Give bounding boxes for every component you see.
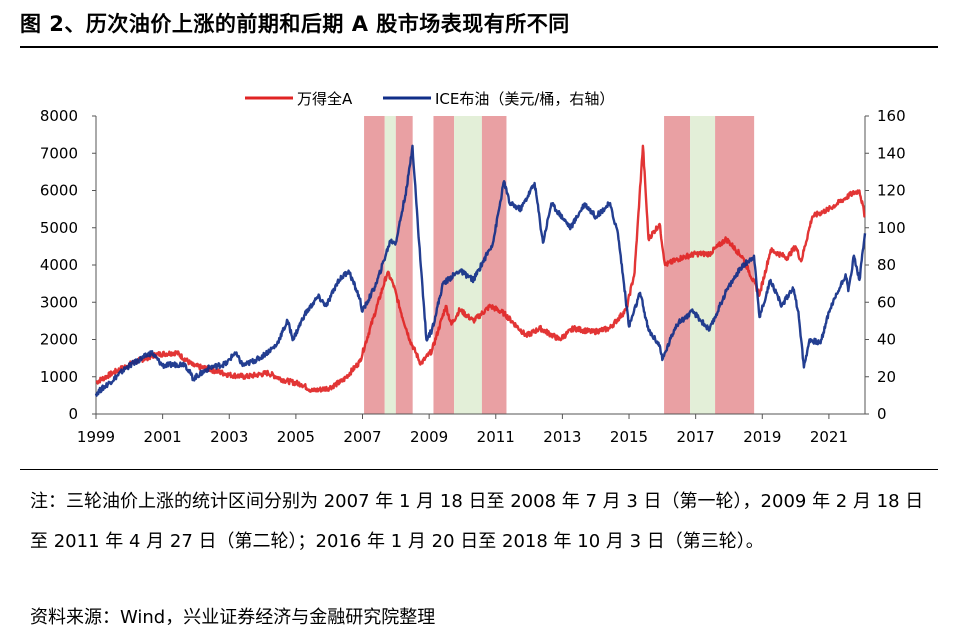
y-left-tick-label: 1000 <box>40 368 78 386</box>
band-3-phase-2 <box>690 116 716 414</box>
legend-label-2: ICE布油（美元/桶，右轴） <box>435 90 614 108</box>
y-left-tick-label: 4000 <box>40 256 78 274</box>
y-left-tick-label: 3000 <box>40 293 78 311</box>
x-tick-label: 2021 <box>810 428 848 446</box>
y-left-tick-label: 6000 <box>40 182 78 200</box>
x-tick-label: 2005 <box>277 428 315 446</box>
y-right-tick-label: 140 <box>877 144 906 162</box>
chart-legend: 万得全A ICE布油（美元/桶，右轴） <box>245 90 614 108</box>
y-left-tick-label: 0 <box>68 405 78 423</box>
x-tick-label: 2013 <box>543 428 581 446</box>
band-2-phase-3 <box>481 116 507 414</box>
x-tick-label: 1999 <box>77 428 115 446</box>
tick-labels: 1999 2001 2003 2005 2007 2009 2011 2013 2015 2017… <box>40 107 906 446</box>
y-right-tick-label: 60 <box>877 293 896 311</box>
x-tick-label: 2007 <box>343 428 381 446</box>
chart-note: 注：三轮油价上涨的统计区间分别为 2007 年 1 月 18 日至 2008 年… <box>30 491 924 552</box>
y-right-tick-label: 120 <box>877 182 906 200</box>
y-right-tick-label: 40 <box>877 331 896 349</box>
band-1-phase-1 <box>364 116 385 414</box>
y-right-tick-label: 100 <box>877 219 906 237</box>
oil-rally-bands <box>364 116 755 414</box>
x-tick-label: 2017 <box>677 428 715 446</box>
title-divider <box>20 46 938 48</box>
x-tick-label: 2001 <box>144 428 182 446</box>
y-left-tick-label: 7000 <box>40 144 78 162</box>
series-line-2 <box>94 144 867 397</box>
y-left-tick-label: 5000 <box>40 219 78 237</box>
x-tick-label: 2009 <box>410 428 448 446</box>
y-right-tick-label: 160 <box>877 107 906 125</box>
band-2-phase-1 <box>433 116 455 414</box>
y-right-tick-label: 0 <box>877 405 887 423</box>
band-1-phase-2 <box>384 116 396 414</box>
x-tick-label: 2019 <box>743 428 781 446</box>
price-chart: 1999 2001 2003 2005 2007 2009 2011 2013 2015 2017… <box>40 90 906 446</box>
y-left-tick-label: 8000 <box>40 107 78 125</box>
data-source: 资料来源：Wind，兴业证券经济与金融研究院整理 <box>30 607 436 628</box>
x-tick-label: 2003 <box>210 428 248 446</box>
series-line-1 <box>95 144 866 393</box>
y-right-tick-label: 20 <box>877 368 896 386</box>
band-2-phase-2 <box>454 116 482 414</box>
x-tick-label: 2011 <box>477 428 515 446</box>
y-left-tick-label: 2000 <box>40 331 78 349</box>
y-right-tick-label: 80 <box>877 256 896 274</box>
series-lines <box>94 144 867 397</box>
figure-title: 图 2、历次油价上涨的前期和后期 A 股市场表现有所不同 <box>20 12 570 36</box>
note-divider <box>20 469 938 470</box>
x-tick-label: 2015 <box>610 428 648 446</box>
legend-label-1: 万得全A <box>297 90 353 108</box>
